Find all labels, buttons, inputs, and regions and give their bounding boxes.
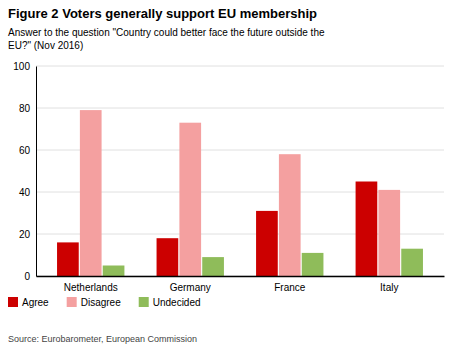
bar — [202, 257, 224, 276]
grid-line — [36, 108, 444, 109]
bar — [401, 249, 423, 276]
legend-swatch — [139, 297, 149, 307]
x-tick: Germany — [170, 282, 211, 293]
x-axis: Netherlands Germany France Italy — [37, 277, 445, 294]
bar — [279, 154, 301, 276]
y-tick-label: 0 — [24, 271, 30, 282]
x-axis-line — [37, 276, 445, 278]
bar — [179, 123, 201, 276]
y-axis-line — [36, 67, 37, 277]
x-tick: Netherlands — [64, 282, 118, 293]
x-tick: Italy — [380, 282, 398, 293]
y-tick-label: 40 — [19, 187, 31, 198]
y-tick-label: 60 — [19, 145, 31, 156]
bar — [103, 266, 125, 277]
legend-swatch — [8, 297, 18, 307]
y-tick: 80 — [19, 103, 36, 114]
legend-item: Undecided — [139, 297, 201, 308]
legend-item: Disagree — [67, 297, 121, 308]
x-tick-label: France — [274, 282, 306, 293]
legend-item: Agree — [8, 297, 49, 308]
grid — [36, 66, 444, 276]
y-tick: 0 — [24, 271, 36, 282]
grid-line — [36, 66, 444, 67]
x-tick-label: Italy — [380, 282, 398, 293]
y-tick-label: 80 — [19, 103, 31, 114]
y-tick-label: 100 — [13, 61, 30, 72]
title: Figure 2 Voters generally support EU mem… — [8, 6, 317, 21]
legend-label: Undecided — [153, 297, 201, 308]
x-tick-label: Netherlands — [64, 282, 118, 293]
bar — [157, 238, 179, 276]
bar-series — [80, 110, 400, 276]
y-axis: 0 20 40 60 80 100 — [13, 61, 36, 282]
chart: Figure 2 Voters generally support EU mem… — [0, 0, 458, 352]
y-tick: 60 — [19, 145, 36, 156]
x-tick: France — [274, 282, 306, 293]
bar — [302, 253, 324, 276]
bar — [378, 190, 400, 276]
x-tick-label: Germany — [170, 282, 211, 293]
bar — [256, 211, 278, 276]
bar — [80, 110, 102, 276]
legend-swatch — [67, 297, 77, 307]
subtitle: Answer to the question "Country could be… — [8, 27, 325, 51]
source: Source: Eurobarometer, European Commissi… — [8, 334, 197, 344]
subtitle-line: Answer to the question "Country could be… — [8, 27, 325, 38]
y-tick: 40 — [19, 187, 36, 198]
bar-series — [103, 249, 423, 276]
bar — [356, 182, 378, 277]
y-tick-label: 20 — [19, 229, 31, 240]
bar-series — [57, 182, 377, 277]
bar — [57, 242, 79, 276]
legend: Agree Disagree Undecided — [8, 297, 201, 308]
legend-label: Disagree — [81, 297, 121, 308]
y-tick: 100 — [13, 61, 36, 72]
subtitle-line: EU?" (Nov 2016) — [8, 40, 83, 51]
plot: 0 20 40 60 80 100 Netherlands Germany France Ital… — [13, 61, 444, 293]
y-tick: 20 — [19, 229, 36, 240]
legend-label: Agree — [22, 297, 49, 308]
bars — [57, 110, 423, 276]
